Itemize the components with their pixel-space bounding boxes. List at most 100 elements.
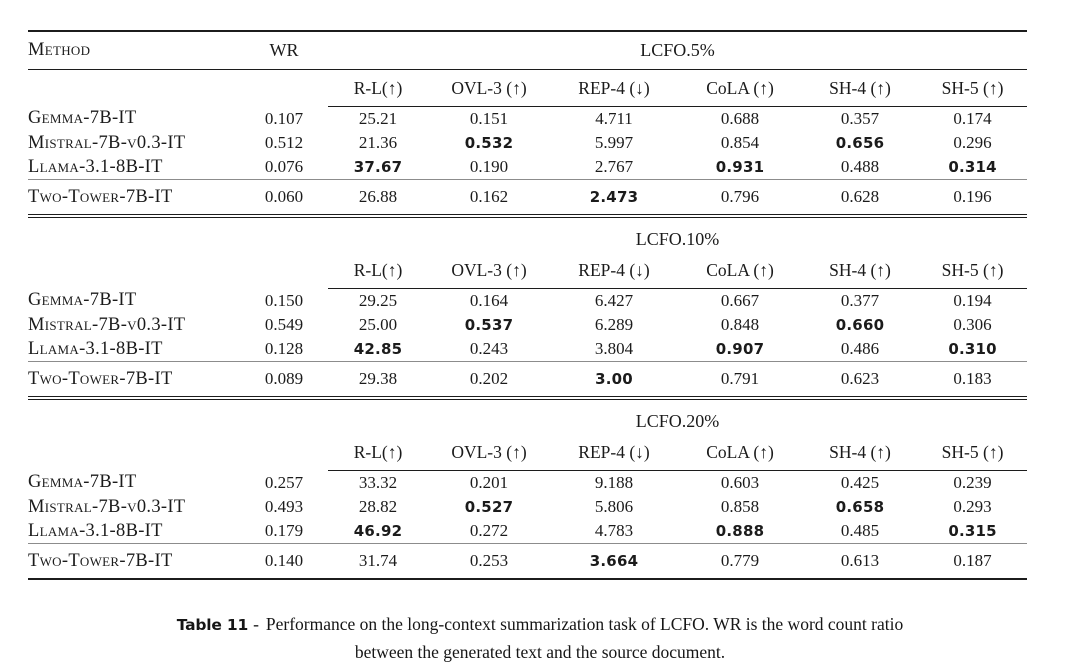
metric-value: 29.38 <box>328 361 428 400</box>
metric-value: 0.162 <box>428 179 550 218</box>
metric-column-header: OVL-3 (↑) <box>428 69 550 107</box>
metric-value: 0.425 <box>840 473 880 492</box>
metric-value: 25.00 <box>358 315 398 334</box>
section-label: LCFO.10% <box>635 229 720 249</box>
metric-value: 0.660 <box>835 316 885 334</box>
metric-value: 0.357 <box>840 109 880 128</box>
metric-value: 0.296 <box>953 133 992 152</box>
metric-value: 42.85 <box>353 340 403 358</box>
wr-value: 0.512 <box>264 133 304 152</box>
metric-value: 21.36 <box>358 133 398 152</box>
metric-column-header: CoLA (↑) <box>678 69 802 107</box>
caption-text-line1: Performance on the long-context summariz… <box>265 614 904 634</box>
metric-value: 0.907 <box>715 340 765 358</box>
method-name: Two-Tower-7B-IT <box>28 179 240 218</box>
metric-value: 46.92 <box>353 522 403 540</box>
metric-value: 0.187 <box>918 543 1028 580</box>
metric-value: 0.613 <box>802 543 918 580</box>
metric-value: 0.377 <box>840 291 880 310</box>
caption-line-1: Table 11- Performance on the long-context… <box>0 611 1080 639</box>
section-label: LCFO.20% <box>635 411 720 431</box>
baseline-model-row: Two-Tower-7B-IT 0.089 29.38 0.202 3.00 0.791 0… <box>28 361 1028 400</box>
table-header-row: Method WR LCFO.5% <box>28 30 1028 70</box>
wr-value: 0.150 <box>264 290 304 310</box>
metric-value: 0.532 <box>464 134 514 152</box>
wr-value: 0.179 <box>264 521 304 540</box>
wr-value: 0.140 <box>240 543 328 580</box>
metric-value: 3.804 <box>594 339 634 358</box>
metric-value: 26.88 <box>328 179 428 218</box>
metric-value: 29.25 <box>358 291 398 310</box>
wr-value: 0.107 <box>264 108 304 128</box>
metric-value: 31.74 <box>328 543 428 580</box>
method-name: Mistral-7B-v0.3-IT <box>28 314 186 335</box>
metric-value: 0.201 <box>469 473 509 492</box>
metric-value: 0.151 <box>469 109 509 128</box>
metric-value: 0.293 <box>953 497 992 516</box>
metric-value: 0.623 <box>802 361 918 400</box>
method-name: Gemma-7B-IT <box>28 108 137 129</box>
metric-column-header: SH-5 (↑) <box>918 252 1028 289</box>
caption-text-line2: between the generated text and the sourc… <box>354 642 726 662</box>
spacer-cell <box>28 70 240 107</box>
metric-value: 0.202 <box>428 361 550 400</box>
metric-column-header: OVL-3 (↑) <box>428 434 550 471</box>
metric-value: 0.164 <box>469 291 509 310</box>
wr-column-header: WR <box>240 30 328 70</box>
metric-value: 6.289 <box>594 315 634 334</box>
method-name: Two-Tower-7B-IT <box>28 543 240 580</box>
metric-header-row: R-L(↑) OVL-3 (↑) REP-4 (↓) CoLA (↑) SH-4 (↑)… <box>28 434 1028 471</box>
method-name: Llama-3.1-8B-IT <box>28 338 163 359</box>
metric-column-header: SH-5 (↑) <box>918 434 1028 471</box>
metric-value: 4.783 <box>594 521 634 540</box>
spacer-cell <box>240 70 328 107</box>
model-row: Mistral-7B-v0.3-IT 0.493 28.82 0.527 5.806 0.… <box>28 495 1027 519</box>
table-caption: Table 11- Performance on the long-context… <box>0 611 1080 666</box>
metric-value: 0.628 <box>802 179 918 218</box>
model-row: Mistral-7B-v0.3-IT 0.549 25.00 0.537 6.289 0.… <box>28 313 1027 337</box>
metric-value: 0.688 <box>720 109 760 128</box>
metric-value: 0.190 <box>469 157 509 176</box>
section-label-row: LCFO.10% <box>28 216 1027 252</box>
metric-column-header: SH-4 (↑) <box>802 434 918 471</box>
model-row: Llama-3.1-8B-IT 0.076 37.67 0.190 2.767 0.931… <box>28 155 1027 180</box>
metric-value: 0.658 <box>835 498 885 516</box>
metric-value: 2.473 <box>550 179 678 218</box>
metric-column-header: CoLA (↑) <box>678 434 802 471</box>
metric-value: 3.00 <box>550 361 678 400</box>
metric-column-header: SH-4 (↑) <box>802 69 918 107</box>
metric-value: 0.239 <box>953 473 992 492</box>
metric-value: 0.488 <box>840 157 880 176</box>
metric-column-header: R-L(↑) <box>328 69 428 107</box>
metric-value: 0.931 <box>715 158 765 176</box>
metric-value: 0.796 <box>678 179 802 218</box>
spacer-cell <box>28 434 240 471</box>
model-row: Gemma-7B-IT 0.150 29.25 0.164 6.427 0.667 0.37… <box>28 289 1027 314</box>
metric-column-header: R-L(↑) <box>328 434 428 471</box>
metric-value: 0.183 <box>918 361 1028 400</box>
metric-value: 0.314 <box>948 158 997 176</box>
metric-value: 0.656 <box>835 134 885 152</box>
metric-column-header: SH-4 (↑) <box>802 252 918 289</box>
metric-value: 0.779 <box>678 543 802 580</box>
method-name: Mistral-7B-v0.3-IT <box>28 132 186 153</box>
wr-value: 0.549 <box>264 315 304 334</box>
spacer-cell <box>28 252 240 289</box>
method-name: Llama-3.1-8B-IT <box>28 520 163 541</box>
results-table: Method WR LCFO.5% R-L(↑) OVL-3 (↑) REP-4 (↓) C… <box>28 30 1028 580</box>
metric-value: 4.711 <box>595 109 633 128</box>
caption-line-2: between the generated text and the sourc… <box>0 639 1080 666</box>
metric-column-header: R-L(↑) <box>328 252 428 289</box>
metric-value: 0.243 <box>469 339 509 358</box>
metric-header-row: R-L(↑) OVL-3 (↑) REP-4 (↓) CoLA (↑) SH-4 (↑)… <box>28 69 1028 107</box>
metric-value: 0.174 <box>953 109 992 128</box>
metric-value: 33.32 <box>358 473 398 492</box>
metric-value: 0.272 <box>469 521 509 540</box>
method-name: Gemma-7B-IT <box>28 472 137 493</box>
spacer-cell <box>28 216 328 252</box>
metric-value: 0.486 <box>840 339 880 358</box>
model-row: Gemma-7B-IT 0.257 33.32 0.201 9.188 0.603 0.42… <box>28 471 1027 496</box>
metric-value: 0.315 <box>948 522 997 540</box>
method-name: Llama-3.1-8B-IT <box>28 156 163 177</box>
